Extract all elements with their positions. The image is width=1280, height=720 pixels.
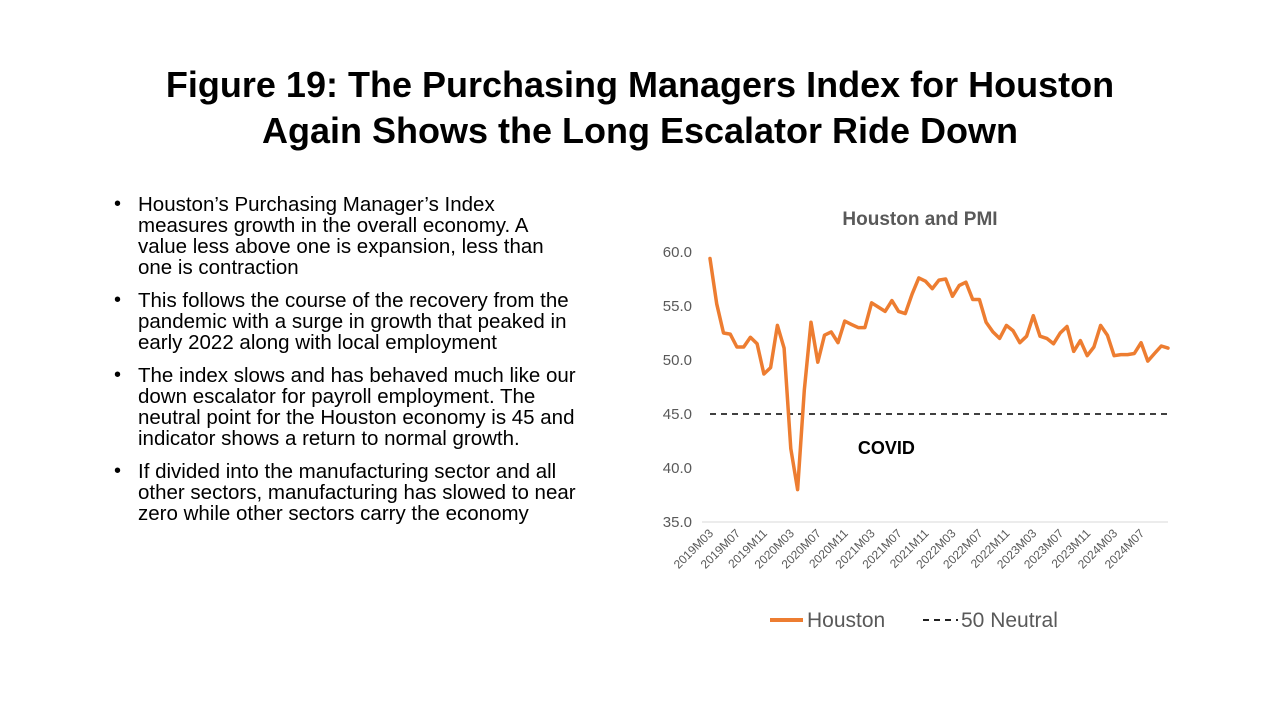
bullet-text: Houston’s Purchasing Manager’s Index mea… [138, 193, 544, 279]
title-line-2: Again Shows the Long Escalator Ride Down [261, 110, 1019, 151]
title-line-1: Figure 19: The Purchasing Managers Index… [165, 64, 1115, 105]
bullet-item: • If divided into the manufacturing secto… [112, 460, 582, 525]
y-axis: 60.0 55.0 50.0 45.0 40.0 35.0 [663, 244, 692, 531]
bullet-list: • Houston’s Purchasing Manager’s Index me… [112, 194, 582, 536]
legend-label-neutral: 50 Neutral [961, 609, 1058, 632]
bullet-text: The index slows and has behaved much lik… [138, 364, 576, 450]
bullet-dot-icon: • [114, 193, 122, 215]
annotation-covid: COVID [858, 438, 915, 458]
figure-title: Figure 19: The Purchasing Managers Index… [0, 62, 1280, 154]
bullet-item: • The index slows and has behaved much li… [112, 364, 582, 450]
x-axis: 2019M032019M072019M112020M032020M072020M… [671, 526, 1148, 572]
chart-title: Houston and PMI [842, 209, 997, 230]
bullet-item: • Houston’s Purchasing Manager’s Index me… [112, 193, 582, 279]
bullet-text: If divided into the manufacturing sector… [138, 460, 576, 525]
legend-label-houston: Houston [807, 609, 885, 632]
pmi-chart-svg: Houston and PMI 60.0 55.0 50.0 45.0 40.0 35.0… [663, 209, 1170, 632]
y-tick-label: 35.0 [663, 514, 692, 531]
y-tick-label: 50.0 [663, 352, 692, 369]
bullet-item: • This follows the course of the recovery… [112, 289, 582, 354]
bullet-dot-icon: • [114, 364, 122, 386]
y-tick-label: 45.0 [663, 406, 692, 423]
y-tick-label: 40.0 [663, 460, 692, 477]
y-tick-label: 60.0 [663, 244, 692, 261]
series-line-houston [708, 256, 1170, 492]
chart-annotations: COVID [858, 438, 915, 458]
bullet-dot-icon: • [114, 289, 122, 311]
bullet-dot-icon: • [114, 460, 122, 482]
bullet-text: This follows the course of the recovery … [138, 289, 569, 354]
pmi-chart: Houston and PMI 60.0 55.0 50.0 45.0 40.0 35.0… [640, 190, 1200, 650]
chart-legend: Houston 50 Neutral [770, 609, 1058, 632]
y-tick-label: 55.0 [663, 298, 692, 315]
